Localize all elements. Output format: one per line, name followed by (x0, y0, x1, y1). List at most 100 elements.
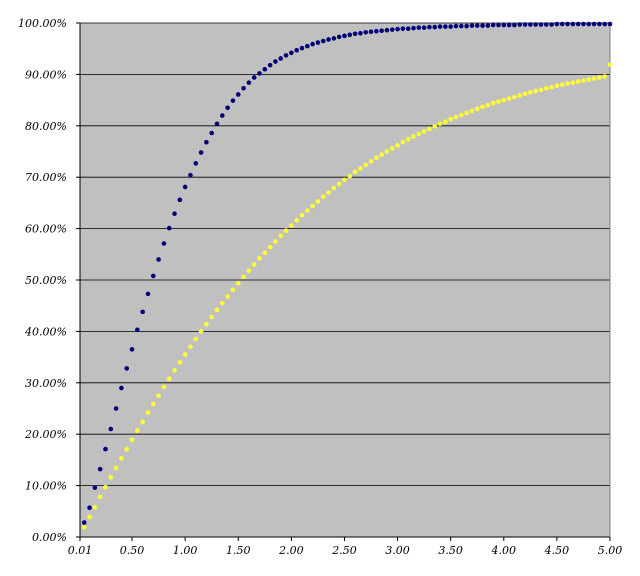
series-1-point-16 (166, 376, 172, 381)
series-1-point-47 (331, 185, 337, 191)
series-1-point-35 (267, 244, 273, 250)
series-1-point-79 (501, 97, 507, 103)
series-1-point-34 (262, 250, 268, 256)
series-1-point-52 (358, 166, 363, 171)
series-0-point-19 (182, 184, 188, 190)
series-1-point-87 (543, 85, 549, 91)
series-1-point-94 (581, 78, 586, 83)
series-0-point-16 (166, 225, 172, 231)
series-0-point-63 (416, 25, 422, 30)
series-1-point-22 (198, 329, 204, 334)
series-1-point-43 (310, 203, 315, 209)
series-0-point-2 (92, 485, 98, 490)
series-1-point-23 (204, 321, 209, 327)
series-1-point-33 (257, 256, 262, 261)
series-0-point-73 (469, 23, 475, 28)
series-1-point-98 (602, 74, 607, 79)
x-tick-labels: 0.01 0.50 1.00 1.50 2.00 2.50 3.00 3.50 4.00 4.50… (68, 537, 622, 557)
series-0-point-27 (225, 105, 230, 111)
series-0-point-93 (575, 21, 581, 27)
series-0-point-99 (607, 21, 613, 27)
series-1-point-4 (103, 484, 108, 490)
series-0-point-80 (506, 22, 512, 28)
series-1-point-86 (538, 87, 544, 93)
series-0-point-49 (342, 33, 347, 39)
series-0-point-50 (347, 32, 353, 38)
series-0-point-47 (331, 36, 337, 41)
series-0-point-87 (543, 22, 549, 27)
series-0-point-23 (204, 139, 209, 145)
series-0-point-83 (522, 22, 528, 27)
series-0 (81, 21, 613, 525)
series-0-point-21 (193, 161, 199, 166)
series-0-point-6 (113, 406, 119, 411)
series-1-point-50 (347, 173, 353, 179)
series-1-point-9 (129, 437, 135, 443)
series-0-point-17 (172, 211, 177, 216)
series-0-point-94 (581, 21, 586, 27)
series-0-point-56 (379, 28, 384, 34)
y-tick-label-1: 10.00% (25, 480, 67, 493)
series-1-point-3 (97, 494, 103, 500)
series-0-point-97 (597, 21, 602, 27)
series-1-point-76 (485, 102, 491, 108)
series-1-point-31 (246, 268, 252, 274)
series-1-point-96 (591, 76, 597, 81)
series-0-point-85 (533, 22, 538, 27)
series-0-point-22 (198, 150, 204, 155)
series-1-point-93 (575, 79, 581, 84)
series-0-point-61 (405, 26, 411, 31)
series-0-point-65 (427, 24, 432, 30)
series-1-point-0 (81, 524, 87, 530)
series-0-point-3 (97, 466, 103, 472)
series-0-point-84 (528, 22, 533, 27)
series-1-point-1 (87, 514, 92, 520)
series-1-point-82 (517, 93, 523, 98)
series-1-point-27 (225, 294, 230, 299)
series-0-point-60 (400, 26, 406, 31)
series-1-point-44 (315, 199, 321, 204)
series-0-point-7 (119, 385, 124, 391)
series-1-point-89 (554, 83, 560, 89)
y-tick-label-5: 50.00% (25, 274, 67, 287)
series-1-point-88 (549, 84, 554, 90)
series-1-point-49 (342, 177, 347, 183)
series-1-point-90 (559, 82, 565, 87)
series-1-point-97 (597, 75, 602, 80)
series-0-point-26 (220, 113, 225, 118)
x-tick-label-8: 4.00 (491, 544, 517, 557)
series-0-point-46 (326, 37, 331, 42)
series-1-point-6 (113, 465, 119, 471)
series-1-point-73 (469, 108, 475, 114)
series-1-point-24 (209, 314, 215, 320)
series-1-point-62 (411, 134, 416, 139)
series-0-point-52 (358, 30, 363, 36)
series-0-point-33 (257, 71, 262, 76)
series-1-point-12 (145, 410, 151, 415)
series-0-point-95 (586, 21, 592, 27)
series-0-point-31 (246, 80, 252, 85)
series-0-point-35 (267, 62, 273, 68)
series-0-point-78 (496, 22, 501, 28)
series-1-point-59 (395, 143, 400, 148)
series-0-point-34 (262, 66, 268, 72)
y-tick-labels: 0.00% 10.00% 20.00% 30.00% 40.00% 50.00% 60.00… (18, 17, 80, 544)
series-1-point-18 (177, 359, 183, 365)
series-1-point-38 (283, 228, 289, 233)
x-tick-label-4: 2.00 (278, 544, 304, 557)
series-1-point-48 (336, 181, 342, 187)
y-tick-label-6: 60.00% (25, 223, 67, 236)
series-1-point-14 (156, 393, 161, 398)
series-1 (81, 62, 613, 530)
x-tick-label-7: 3.50 (438, 544, 463, 557)
series-1-point-64 (421, 129, 427, 134)
series-1-point-20 (188, 344, 193, 350)
series-1-point-58 (389, 146, 395, 151)
series-1-point-25 (214, 307, 220, 313)
series-0-point-44 (315, 40, 321, 45)
series-1-point-74 (474, 106, 480, 112)
series-0-point-74 (474, 23, 480, 28)
series-0-point-42 (304, 43, 310, 49)
series-1-point-55 (374, 155, 379, 160)
